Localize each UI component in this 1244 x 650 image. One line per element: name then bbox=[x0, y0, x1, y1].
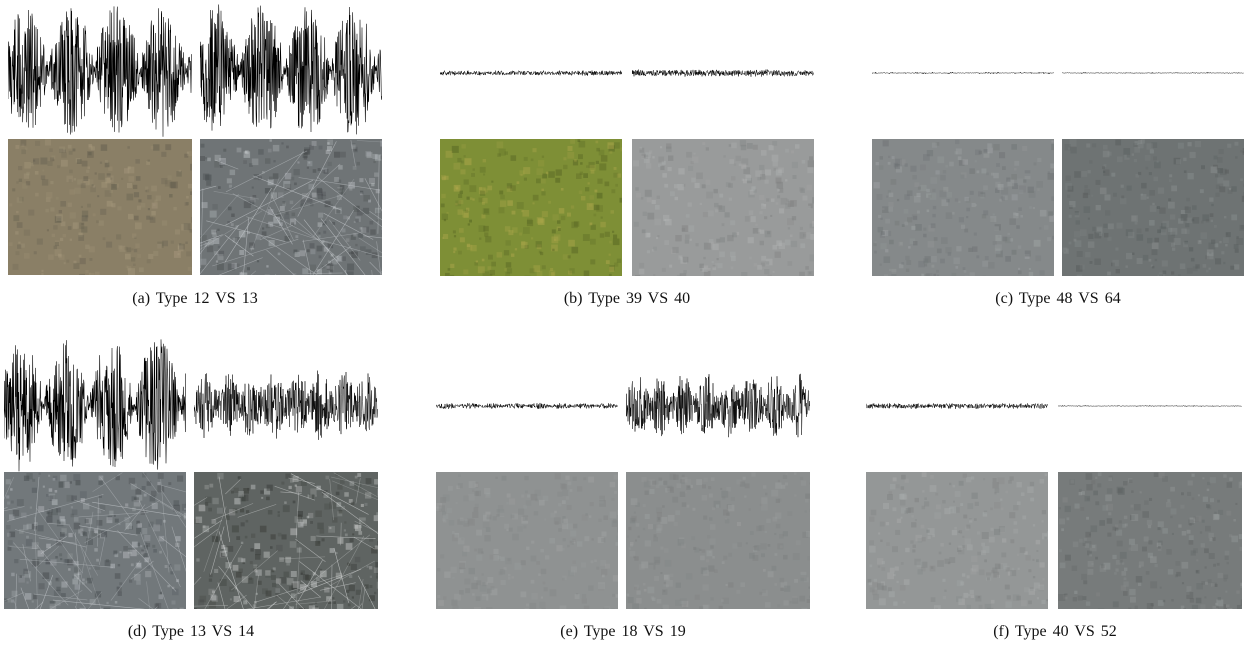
caption-e: (e) Type 18 VS 19 bbox=[560, 623, 686, 640]
caption-a: (a) Type 12 VS 13 bbox=[132, 290, 258, 307]
left-texture-image bbox=[436, 472, 618, 609]
right-texture-image bbox=[194, 472, 378, 609]
right-texture-image bbox=[200, 139, 382, 275]
caption-d: (d) Type 13 VS 14 bbox=[127, 623, 255, 640]
caption-f: (f) Type 40 VS 52 bbox=[993, 623, 1117, 640]
left-texture-image bbox=[866, 472, 1048, 609]
left-waveform bbox=[8, 6, 192, 137]
right-texture-image bbox=[1058, 472, 1242, 609]
right-texture-image bbox=[626, 472, 810, 609]
left-texture-image bbox=[440, 139, 622, 276]
right-waveform bbox=[1062, 71, 1244, 75]
left-waveform bbox=[4, 339, 186, 472]
left-waveform bbox=[872, 71, 1054, 75]
left-texture-image bbox=[4, 472, 186, 609]
left-texture-image bbox=[8, 139, 192, 275]
right-waveform bbox=[632, 69, 814, 78]
left-waveform bbox=[440, 70, 622, 77]
caption-c: (c) Type 48 VS 64 bbox=[995, 290, 1121, 307]
right-waveform bbox=[200, 4, 382, 135]
right-waveform bbox=[194, 370, 378, 440]
left-texture-image bbox=[872, 139, 1054, 276]
right-texture-image bbox=[632, 139, 814, 276]
caption-b: (b) Type 39 VS 40 bbox=[563, 290, 691, 307]
left-waveform bbox=[866, 402, 1048, 410]
left-waveform bbox=[436, 402, 618, 410]
right-waveform bbox=[1058, 404, 1242, 408]
right-texture-image bbox=[1062, 139, 1244, 276]
right-waveform bbox=[626, 373, 810, 438]
